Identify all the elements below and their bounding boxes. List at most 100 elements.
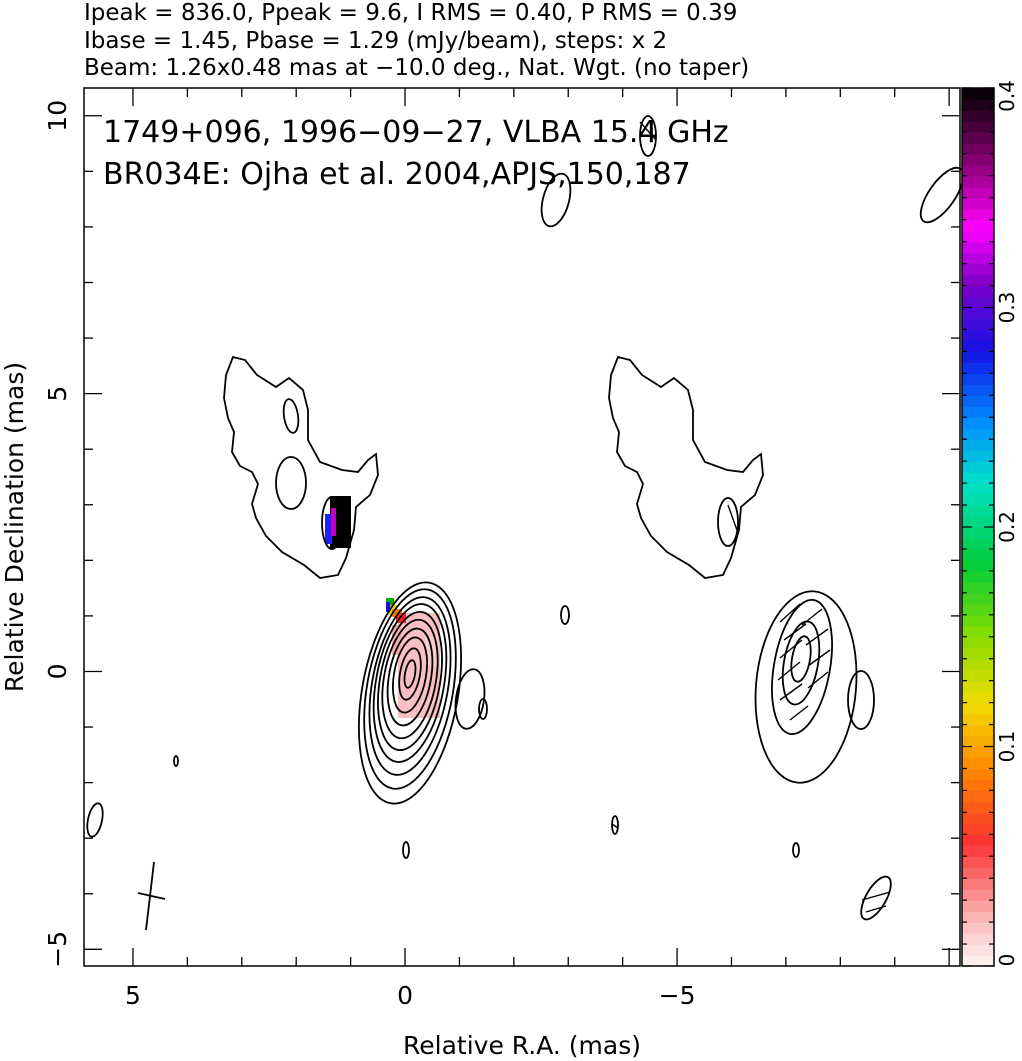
colorbar-step [962, 647, 994, 660]
colorbar-step [962, 702, 994, 715]
colorbar-step [962, 911, 994, 923]
colorbar-step [962, 307, 994, 320]
evpa-vector [777, 661, 801, 681]
y-tick-label: 0 [43, 664, 72, 680]
colorbar-step [962, 131, 994, 144]
colorbar-step [962, 318, 994, 331]
core-contour-6 [381, 618, 439, 740]
y-tick-label: 10 [43, 100, 72, 132]
colorbar-step [962, 559, 994, 572]
core-contour-9 [398, 647, 422, 701]
colorbar-step [962, 823, 994, 835]
colorbar-step [962, 603, 994, 616]
colorbar-step [962, 219, 994, 232]
contour-noise-right-3 [792, 842, 800, 858]
colorbar-step [962, 548, 994, 561]
plot-area: 1749+096, 1996−09−27, VLBA 15.4 GHz BR03… [43, 87, 965, 1010]
colorbar-step [962, 362, 994, 374]
colorbar-step [962, 406, 994, 418]
colorbar-step [962, 274, 994, 287]
contour-core-right-4 [790, 635, 812, 683]
colorbar-step [962, 98, 994, 111]
colorbar-step [962, 285, 994, 298]
x-tick-label: 5 [125, 981, 141, 1010]
colorbar-tick-label: 0.3 [995, 292, 1019, 324]
core-contour-4 [372, 603, 448, 763]
colorbar-step [962, 724, 994, 737]
colorbar-step [962, 164, 994, 177]
colorbar-tick-label: 0.2 [995, 511, 1019, 543]
contour-east-blob-small [478, 698, 488, 720]
evpa-vector [779, 603, 801, 623]
colorbar-step [962, 142, 994, 155]
colorbar-step [962, 417, 994, 429]
colorbar-step [962, 395, 994, 407]
contour-jet-knot-lower [321, 496, 343, 550]
colorbar-step [962, 351, 994, 363]
colorbar-step [962, 208, 994, 221]
beam-minor-axis [137, 892, 166, 900]
colorbar-step [962, 373, 994, 385]
contour-noise-right-4 [860, 875, 892, 921]
core-contour-1 [357, 581, 463, 805]
axis-ticks: 5 0 −5 −5 0 5 10 [43, 88, 960, 1010]
colorbar-step [962, 680, 994, 693]
pol-patch-blue-small [386, 602, 390, 612]
y-axis-label: Relative Declination (mas) [0, 362, 29, 692]
colorbar-step [962, 109, 994, 122]
colorbar-step [962, 592, 994, 605]
colorbar-step [962, 713, 994, 726]
colorbar-step [962, 120, 994, 133]
header-line-2: Ibase = 1.45, Pbase = 1.29 (mJy/beam), s… [84, 28, 667, 54]
colorbar-tick-label: 0.4 [995, 80, 1019, 112]
colorbar-step [962, 944, 994, 956]
colorbar-step [962, 922, 994, 934]
colorbar-step [962, 746, 994, 759]
contour-noise-6 [639, 115, 657, 157]
colorbar-step [962, 428, 994, 440]
colorbar-step [962, 779, 994, 791]
colorbar-tick-label: 0.1 [995, 731, 1019, 763]
evpa-vector [639, 121, 657, 141]
evpa-vector [727, 504, 739, 534]
colorbar-step [962, 329, 994, 342]
colorbar-step [962, 955, 994, 967]
colorbar-step [962, 856, 994, 868]
colorbar-step [962, 845, 994, 857]
colorbar-step [962, 505, 994, 517]
contour-core-right-3 [781, 620, 821, 706]
colorbar-step [962, 636, 994, 649]
colorbar-step [962, 812, 994, 824]
colorbar-step [962, 691, 994, 704]
annotation-source: 1749+096, 1996−09−27, VLBA 15.4 GHz [103, 115, 729, 150]
x-axis-label: Relative R.A. (mas) [403, 1031, 641, 1060]
core-contour-2 [363, 588, 457, 790]
colorbar-gradient [962, 88, 994, 967]
colorbar-step [962, 669, 994, 682]
colorbar-step [962, 768, 994, 781]
x-tick-label: 0 [397, 981, 413, 1010]
colorbar-step [962, 230, 994, 243]
colorbar-step [962, 450, 994, 462]
colorbar-step [962, 658, 994, 671]
contour-east-blob-right [847, 670, 875, 730]
pol-patch-blue [325, 514, 332, 544]
core-contour-5 [377, 610, 443, 752]
colorbar-step [962, 472, 994, 484]
colorbar: 0 0.1 0.2 0.3 0.4 [961, 80, 1019, 967]
contour-noise-right-2 [611, 815, 619, 835]
contour-east-blob [454, 668, 486, 730]
evpa-vector [805, 628, 829, 646]
y-tick-label: −5 [43, 931, 72, 968]
colorbar-step [962, 175, 994, 188]
colorbar-step [962, 867, 994, 879]
colorbar-step [962, 153, 994, 166]
intensity-contours-right [608, 121, 965, 921]
plot-frame [83, 87, 961, 967]
colorbar-step [962, 614, 994, 627]
core-contour-10 [403, 659, 417, 689]
colorbar-step [962, 735, 994, 748]
pol-patch-core-left [392, 625, 402, 655]
colorbar-step [962, 88, 994, 100]
